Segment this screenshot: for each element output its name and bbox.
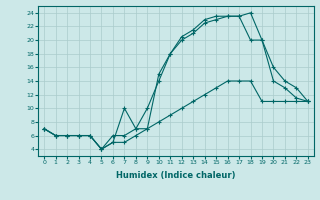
X-axis label: Humidex (Indice chaleur): Humidex (Indice chaleur) [116,171,236,180]
